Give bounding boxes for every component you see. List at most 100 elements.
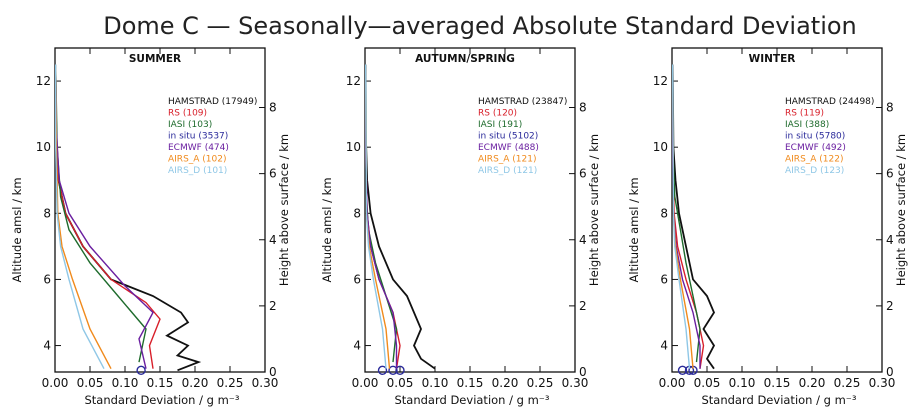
legend-count: (121) [512, 155, 536, 165]
legend-count: (101) [203, 166, 227, 176]
x-tick-label: 0.00 [352, 376, 379, 390]
legend-count: (109) [183, 109, 207, 119]
legend-label: IASI [478, 120, 498, 130]
x-tick-label: 0.20 [492, 376, 519, 390]
y-tick-label: 8 [353, 206, 361, 220]
y2-tick-label: 0 [579, 365, 587, 379]
y-tick-label: 12 [653, 74, 668, 88]
legend-count: (488) [515, 143, 539, 153]
legend-label: HAMSTRAD [785, 97, 839, 107]
legend-label: RS [478, 109, 493, 119]
legend-entry: AIRS_D (121) [478, 166, 537, 176]
legend-label: ECMWF [785, 143, 822, 153]
y-tick-label: 12 [36, 74, 51, 88]
legend-entry: in situ (5102) [478, 132, 538, 142]
y-tick-label: 12 [346, 74, 361, 88]
x-tick-label: 0.30 [252, 376, 279, 390]
panel-title: AUTUMN/SPRING [415, 53, 515, 65]
legend-entry: AIRS_D (101) [168, 166, 227, 176]
legend-entry: AIRS_A (121) [478, 155, 537, 165]
y-tick-label: 6 [660, 272, 668, 286]
y2-tick-label: 2 [886, 299, 894, 313]
x-tick-label: 0.15 [457, 376, 484, 390]
y-tick-label: 4 [43, 339, 51, 353]
legend-count: (5102) [508, 132, 538, 142]
y2-axis-label: Height above surface / km [587, 134, 601, 286]
legend-label: AIRS_A [168, 155, 202, 165]
y-axis-label: Altitude amsl / km [320, 177, 334, 282]
x-tick-label: 0.25 [527, 376, 554, 390]
x-tick-label: 0.10 [422, 376, 449, 390]
legend-label: in situ [478, 132, 508, 142]
y2-tick-label: 0 [886, 365, 894, 379]
legend-entry: in situ (3537) [168, 132, 228, 142]
x-tick-label: 0.05 [694, 376, 721, 390]
x-tick-label: 0.25 [834, 376, 861, 390]
legend-count: (120) [493, 109, 517, 119]
legend-count: (492) [822, 143, 846, 153]
legend-label: AIRS_D [478, 166, 513, 176]
legend-label: RS [168, 109, 183, 119]
x-tick-label: 0.05 [387, 376, 414, 390]
series-line-hamstrad [671, 64, 716, 370]
series-point-in-situ [377, 365, 388, 376]
legend-label: IASI [785, 120, 805, 130]
legend-label: AIRS_D [168, 166, 203, 176]
legend-label: AIRS_A [478, 155, 512, 165]
x-axis-label: Standard Deviation / g m⁻³ [394, 393, 549, 407]
y-tick-label: 10 [36, 140, 51, 154]
legend-label: in situ [785, 132, 815, 142]
series-line-ecmwf [55, 64, 154, 369]
legend-count: (103) [188, 120, 212, 130]
y2-tick-label: 6 [886, 167, 894, 181]
x-tick-label: 0.10 [112, 376, 139, 390]
y-tick-label: 8 [660, 206, 668, 220]
legend-entry: AIRS_A (102) [168, 155, 227, 165]
x-tick-label: 0.10 [729, 376, 756, 390]
y-tick-label: 4 [660, 339, 668, 353]
legend-label: HAMSTRAD [478, 97, 532, 107]
legend-entry: HAMSTRAD (17949) [168, 97, 257, 107]
legend-label: AIRS_A [785, 155, 819, 165]
y2-tick-label: 2 [269, 299, 277, 313]
legend-count: (191) [498, 120, 522, 130]
legend-entry: ECMWF (474) [168, 143, 229, 153]
x-tick-label: 0.30 [869, 376, 896, 390]
legend-entry: HAMSTRAD (23847) [478, 97, 567, 107]
y2-tick-label: 4 [269, 233, 277, 247]
x-tick-label: 0.05 [77, 376, 104, 390]
legend-entry: RS (109) [168, 109, 207, 119]
x-tick-label: 0.00 [42, 376, 69, 390]
legend-count: (388) [805, 120, 829, 130]
legend-entry: AIRS_D (123) [785, 166, 844, 176]
x-tick-label: 0.15 [764, 376, 791, 390]
y2-tick-label: 0 [269, 365, 277, 379]
series-line-airs-a [55, 64, 112, 370]
legend-label: HAMSTRAD [168, 97, 222, 107]
legend-entry: in situ (5780) [785, 132, 845, 142]
legend-count: (474) [205, 143, 229, 153]
legend-entry: ECMWF (492) [785, 143, 846, 153]
series-point-in-situ [395, 365, 405, 376]
legend-label: IASI [168, 120, 188, 130]
legend-count: (102) [202, 155, 226, 165]
y2-tick-label: 8 [886, 101, 894, 115]
legend-count: (3537) [198, 132, 228, 142]
y-tick-label: 8 [43, 206, 51, 220]
y-tick-label: 6 [43, 272, 51, 286]
y-tick-label: 10 [346, 140, 361, 154]
x-tick-label: 0.30 [562, 376, 589, 390]
legend-label: ECMWF [168, 143, 205, 153]
y2-tick-label: 6 [269, 167, 277, 181]
y2-tick-label: 4 [886, 233, 894, 247]
chart-panel-1: SUMMER 0.00 0.05 0.10 0.15 0.20 0.25 0.30 4 6 8 10 1… [10, 47, 291, 407]
panel-title: SUMMER [129, 53, 181, 65]
legend-entry: IASI (103) [168, 120, 212, 130]
legend-entry: HAMSTRAD (24498) [785, 97, 874, 107]
chart-panel-3: WINTER 0.00 0.05 0.10 0.15 0.20 0.25 0.30 4 6 8 10 1… [627, 47, 908, 407]
legend-count: (24498) [839, 97, 875, 107]
series-line-ecmwf [672, 64, 701, 369]
y-tick-label: 6 [353, 272, 361, 286]
legend-count: (121) [513, 166, 537, 176]
